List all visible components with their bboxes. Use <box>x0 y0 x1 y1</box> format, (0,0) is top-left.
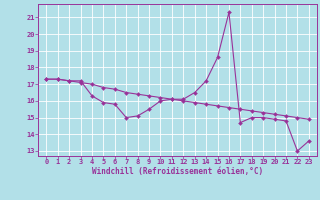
X-axis label: Windchill (Refroidissement éolien,°C): Windchill (Refroidissement éolien,°C) <box>92 167 263 176</box>
